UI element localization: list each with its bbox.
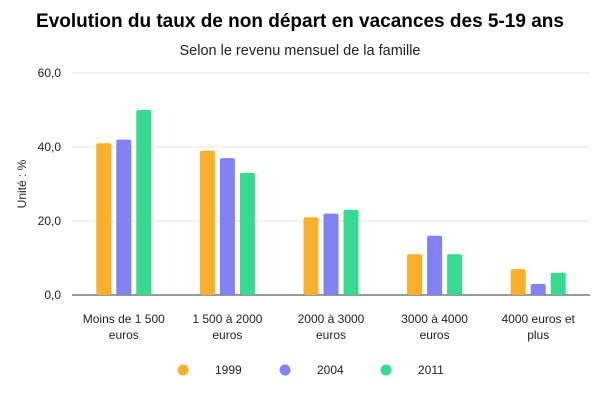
bar-2011-1 (136, 110, 152, 295)
bar-2011-2 (239, 172, 255, 295)
legend-label-2004: 2004 (317, 363, 344, 377)
bar-2004-4 (427, 235, 443, 295)
legend-label-2011: 2011 (418, 363, 444, 377)
x-tick-label: 1 500 à 2000 (192, 312, 262, 326)
legend: 1999 2004 2011 (177, 363, 444, 377)
y-axis-title: Unité : % (15, 159, 29, 208)
bar-1999-1 (96, 143, 112, 295)
x-tick-label: plus (527, 328, 549, 342)
legend-marker-1999 (177, 364, 189, 376)
legend-label-1999: 1999 (215, 363, 242, 377)
x-tick-label: euros (420, 328, 450, 342)
y-tick-label: 0,0 (44, 288, 61, 302)
x-tick-label: euros (316, 328, 346, 342)
y-tick-label: 60,0 (38, 66, 62, 80)
legend-marker-2004 (279, 364, 291, 376)
bar-1999-5 (510, 269, 526, 295)
x-tick-label: euros (212, 328, 242, 342)
bar-2011-4 (447, 254, 463, 295)
x-tick-label: 4000 euros et (502, 312, 576, 326)
legend-marker-2011 (380, 364, 392, 376)
y-tick-label: 40,0 (38, 140, 62, 154)
x-tick-label: 3000 à 4000 (401, 312, 468, 326)
bar-2004-3 (323, 213, 339, 295)
chart-subtitle: Selon le revenu mensuel de la famille (180, 43, 421, 59)
x-tick-label: euros (109, 328, 139, 342)
bar-2004-5 (530, 283, 546, 295)
bar-1999-3 (303, 217, 319, 295)
chart-title: Evolution du taux de non départ en vacan… (36, 11, 564, 32)
bar-2004-2 (219, 158, 235, 295)
bar-1999-2 (199, 150, 215, 295)
bars (96, 110, 566, 295)
x-axis-labels: Moins de 1 500 euros 1 500 à 2000 euros 2000… (83, 312, 576, 342)
bar-2004-1 (116, 139, 132, 295)
bar-2011-5 (550, 272, 566, 295)
x-tick-label: 2000 à 3000 (298, 312, 365, 326)
y-axis-ticks: 0,0 20,0 40,0 60,0 (38, 66, 62, 302)
bar-2011-3 (343, 209, 359, 295)
y-tick-label: 20,0 (38, 214, 62, 228)
bar-1999-4 (407, 254, 423, 295)
x-tick-label: Moins de 1 500 (83, 312, 165, 326)
